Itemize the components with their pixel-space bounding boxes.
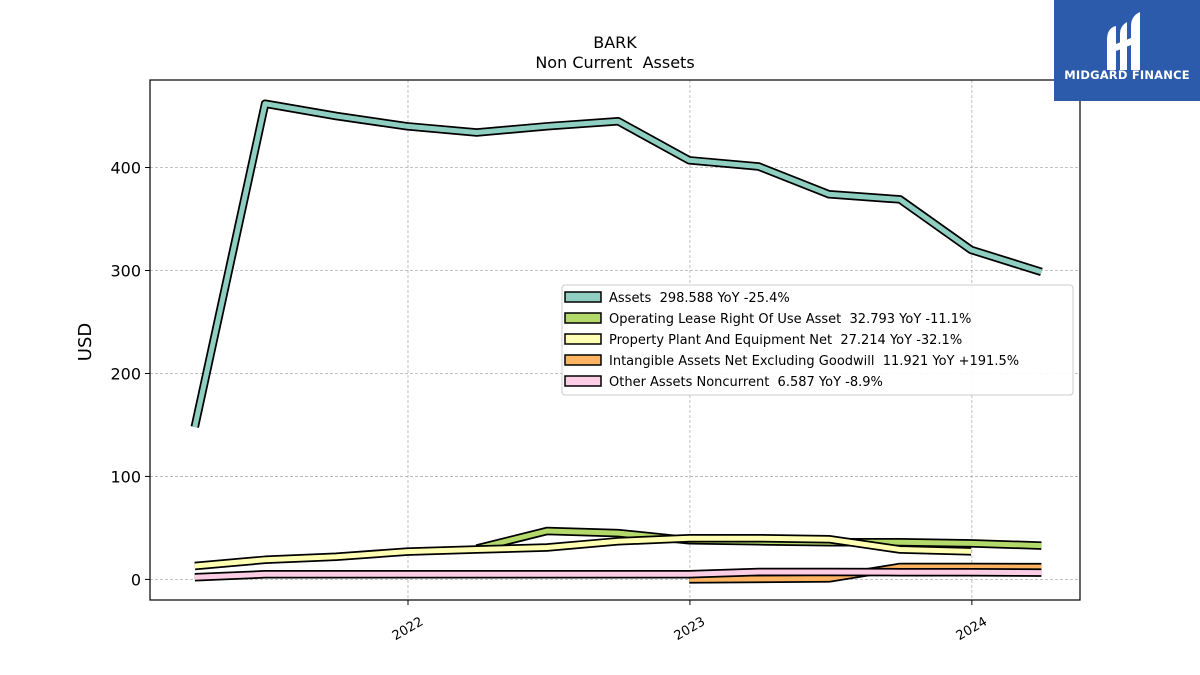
legend-label: Intangible Assets Net Excluding Goodwill…	[609, 354, 1019, 369]
y-axis-label: USD	[75, 323, 96, 361]
legend-swatch	[564, 354, 602, 366]
axis-ticks: 0 100 200 300 400 2022 2023 2024	[110, 159, 989, 644]
legend-label: Operating Lease Right Of Use Asset 32.79…	[609, 312, 971, 327]
legend-swatch	[564, 333, 602, 345]
series-line	[192, 101, 1043, 428]
legend-label: Property Plant And Equipment Net 27.214 …	[609, 333, 962, 348]
y-tick-label: 200	[110, 364, 141, 383]
legend-box	[561, 284, 1074, 396]
plot-frame	[149, 79, 1081, 601]
brand-logo: MIDGARD FINANCE	[1054, 0, 1200, 101]
series-lines	[190, 99, 1043, 584]
legend-label: Other Assets Noncurrent 6.587 YoY -8.9%	[609, 375, 883, 390]
legend-label: Assets 298.588 YoY -25.4%	[609, 291, 790, 306]
logo-text: MIDGARD FINANCE	[1064, 68, 1190, 82]
x-tick-label: 2023	[672, 614, 708, 644]
legend: Assets 298.588 YoY -25.4% Operating Lease…	[561, 284, 1074, 396]
legend-swatch	[564, 291, 602, 303]
series-intangible-assets-net-excluding-goodwill	[689, 562, 1042, 584]
y-tick-label: 400	[110, 159, 141, 178]
series-line	[194, 569, 1042, 580]
y-tick-label: 300	[110, 261, 141, 280]
series-property-plant-and-equipment-net	[194, 533, 972, 571]
x-tick-label: 2024	[954, 614, 990, 644]
series-assets	[190, 99, 1043, 428]
y-tick-label: 0	[131, 570, 141, 589]
legend-swatch	[564, 312, 602, 324]
series-line	[194, 535, 972, 569]
y-tick-label: 100	[110, 467, 141, 486]
chart-subtitle: Non Current Assets	[535, 53, 694, 72]
x-tick-label: 2022	[390, 614, 426, 644]
series-other-assets-noncurrent	[194, 567, 1042, 582]
logo-icon	[1107, 12, 1140, 70]
legend-swatch	[564, 375, 602, 387]
chart-title: BARK	[593, 33, 637, 52]
series-line	[689, 564, 1042, 582]
